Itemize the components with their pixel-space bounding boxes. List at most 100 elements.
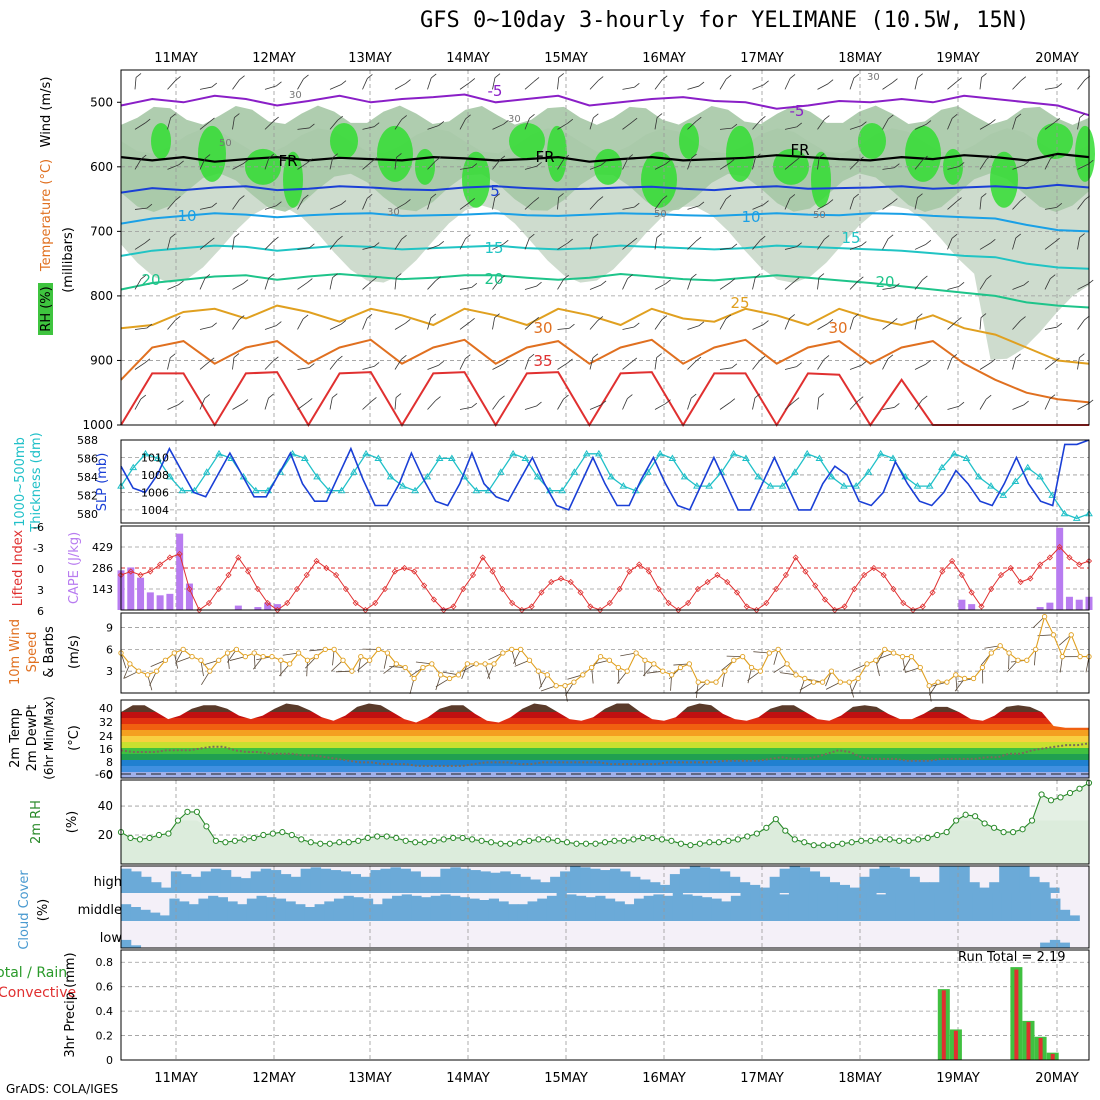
wind-barb bbox=[459, 406, 472, 410]
rh2m-point bbox=[307, 839, 314, 846]
rh2m-point bbox=[355, 837, 362, 844]
wind-barb bbox=[503, 119, 509, 125]
surface-wind-barb bbox=[773, 649, 779, 665]
thickness-tick: 588 bbox=[77, 434, 98, 447]
wind-speed-point bbox=[864, 661, 870, 667]
rh2m-point bbox=[345, 839, 352, 846]
surface-wind-barb bbox=[120, 652, 127, 669]
thickness-point bbox=[215, 449, 223, 457]
wind-tick: 6 bbox=[106, 643, 113, 656]
wind-barb bbox=[917, 73, 923, 78]
cape-frame bbox=[120, 525, 1090, 611]
wind-barb bbox=[167, 237, 171, 250]
cloud-cell-low bbox=[121, 939, 132, 948]
wind-speed-point bbox=[358, 653, 364, 660]
wind-barb bbox=[1056, 83, 1063, 88]
temp-tick: 0 bbox=[106, 769, 113, 782]
wind-barb bbox=[208, 357, 215, 363]
thickness-point bbox=[766, 482, 775, 489]
wind-speed-axis-label: Speed bbox=[25, 632, 40, 673]
rh2m-point bbox=[820, 842, 827, 849]
wind-barb bbox=[459, 321, 470, 330]
wind-speed-point bbox=[926, 683, 932, 689]
thickness-axis-label: 1000~500mb bbox=[13, 437, 28, 527]
lifted-index-point bbox=[254, 585, 261, 593]
wind-barb bbox=[817, 239, 825, 250]
thickness-point bbox=[913, 482, 922, 489]
wind-barb bbox=[914, 244, 927, 250]
wind-barb bbox=[529, 113, 535, 119]
lifted-index-point bbox=[1046, 554, 1053, 561]
wind-barb bbox=[752, 397, 756, 410]
wind-barb bbox=[914, 77, 919, 90]
wind-barb bbox=[492, 123, 504, 130]
cape-bar bbox=[1065, 596, 1073, 610]
wind-barb bbox=[362, 78, 368, 90]
cape-bar bbox=[176, 533, 184, 610]
rh2m-point bbox=[1019, 826, 1026, 833]
pressure-tick: 500 bbox=[90, 95, 113, 109]
wind-speed-point bbox=[1033, 646, 1039, 653]
wind-speed-point bbox=[668, 672, 675, 678]
wind-speed-point bbox=[748, 664, 755, 671]
lifted-index-point bbox=[900, 599, 907, 607]
wind-barb bbox=[362, 198, 368, 210]
wind-barb bbox=[784, 318, 791, 330]
date-label-top: 17MAY bbox=[740, 51, 784, 66]
lifted-index-point bbox=[812, 582, 819, 589]
wind-barb bbox=[135, 73, 142, 78]
rh2m-point bbox=[1028, 817, 1036, 824]
wind-barb bbox=[1056, 203, 1063, 208]
thickness-point bbox=[202, 468, 211, 475]
wind-barb bbox=[849, 197, 855, 210]
precip-tick: 0.2 bbox=[96, 1030, 114, 1043]
wind-barb bbox=[1044, 87, 1057, 90]
wind-speed-point bbox=[935, 679, 941, 685]
run-total-label: Run Total = 2.19 bbox=[958, 950, 1066, 965]
wind-barb bbox=[427, 77, 432, 90]
wind-barb bbox=[427, 400, 436, 410]
lifted-index-point bbox=[626, 568, 633, 575]
surface-wind-barb bbox=[825, 671, 832, 687]
wind-speed-point bbox=[873, 657, 879, 663]
wind-barb bbox=[340, 80, 347, 85]
wind-barb bbox=[396, 273, 402, 278]
wind-barb bbox=[273, 356, 279, 362]
wind-barb bbox=[894, 283, 900, 288]
wind-speed-point bbox=[304, 657, 311, 663]
thickness-point bbox=[778, 482, 787, 489]
lifted-index-point bbox=[186, 585, 193, 593]
cloud-cell-high bbox=[869, 868, 880, 893]
surface-wind-barb bbox=[1037, 634, 1054, 637]
wind-barb bbox=[1050, 154, 1056, 160]
rh2m-point bbox=[222, 839, 229, 846]
wind-barb bbox=[492, 399, 500, 410]
cloud-cell-high bbox=[140, 876, 152, 893]
cloud-cell-high bbox=[580, 867, 591, 893]
cloud-cell-high bbox=[430, 876, 441, 893]
thickness-point bbox=[435, 454, 444, 461]
thickness-point bbox=[374, 454, 383, 461]
cloud-cell-middle bbox=[643, 895, 654, 921]
wind-barb bbox=[914, 279, 923, 290]
rh2m-point bbox=[488, 839, 495, 846]
cloud-cell-high bbox=[939, 866, 950, 893]
wind-barb bbox=[654, 283, 666, 290]
cloud-cell-high bbox=[689, 866, 701, 893]
wind-speed-point bbox=[953, 672, 959, 678]
wind-tick: 3 bbox=[106, 665, 113, 678]
wind-barb bbox=[882, 238, 889, 250]
wind-barb bbox=[396, 153, 402, 158]
lifted-index-point bbox=[1027, 575, 1034, 582]
wind-barb bbox=[427, 197, 432, 210]
thickness-point bbox=[729, 449, 738, 457]
wind-barb bbox=[1044, 122, 1055, 130]
wind-barb bbox=[394, 119, 403, 130]
wind-barb bbox=[1023, 160, 1030, 166]
cloud-cell-middle bbox=[924, 893, 935, 921]
wind-barb bbox=[861, 361, 867, 366]
wind-speed-point bbox=[269, 653, 275, 660]
wind-barb bbox=[755, 153, 761, 159]
thickness-point bbox=[423, 472, 432, 480]
wind-barb bbox=[371, 277, 377, 282]
